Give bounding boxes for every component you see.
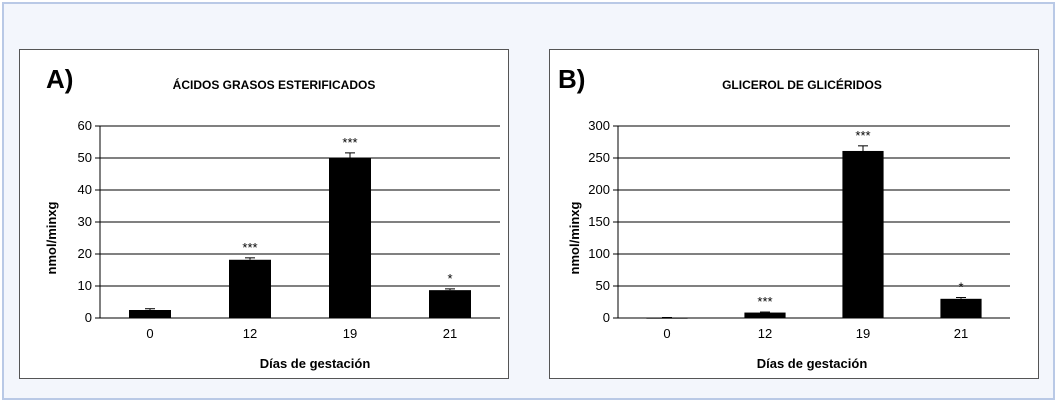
y-tick-label-a-0: 0: [85, 310, 92, 325]
y-tick-label-a-1: 10: [78, 278, 92, 293]
panel-label-a: A): [46, 64, 73, 94]
bar-b-12: [744, 312, 786, 318]
figure-frame: A) ÁCIDOS GRASOS ESTERIFICADOS Días de g…: [2, 2, 1055, 400]
chart-title-a: ÁCIDOS GRASOS ESTERIFICADOS: [173, 77, 376, 92]
y-tick-label-a-6: 60: [78, 118, 92, 133]
x-tick-label-b-0: 0: [663, 326, 670, 341]
x-tick-label-a-12: 12: [243, 326, 257, 341]
bar-b-21: [940, 298, 982, 318]
y-tick-label-b-5: 250: [588, 150, 610, 165]
chart-b-svg: B) GLICEROL DE GLICÉRIDOS Días de gestac…: [558, 64, 1010, 371]
significance-a-21: *: [447, 271, 452, 286]
y-tick-label-a-5: 50: [78, 150, 92, 165]
panel-label-b: B): [558, 64, 585, 94]
x-tick-label-b-21: 21: [954, 326, 968, 341]
y-tick-label-b-6: 300: [588, 118, 610, 133]
x-tick-label-b-19: 19: [856, 326, 870, 341]
chart-panel-a: A) ÁCIDOS GRASOS ESTERIFICADOS Días de g…: [19, 49, 509, 379]
x-tick-label-a-0: 0: [146, 326, 153, 341]
significance-a-19: ***: [342, 135, 357, 150]
x-tick-label-a-21: 21: [443, 326, 457, 341]
y-tick-label-b-4: 200: [588, 182, 610, 197]
y-tick-label-a-3: 30: [78, 214, 92, 229]
y-tick-label-b-2: 100: [588, 246, 610, 261]
y-axis-label-a: nmol/minxg: [44, 201, 59, 274]
bar-b-0: [646, 317, 688, 319]
x-tick-label-a-19: 19: [343, 326, 357, 341]
y-axis-label-b: nmol/minxg: [567, 201, 582, 274]
bar-a-19: [329, 158, 371, 318]
y-tick-label-b-1: 50: [596, 278, 610, 293]
bar-a-21: [429, 290, 471, 318]
y-tick-label-a-2: 20: [78, 246, 92, 261]
x-axis-label-a: Días de gestación: [260, 356, 371, 371]
x-tick-label-b-12: 12: [758, 326, 772, 341]
bar-b-19: [842, 150, 884, 318]
y-tick-label-b-0: 0: [603, 310, 610, 325]
significance-b-21: *: [958, 280, 963, 295]
y-tick-label-b-3: 150: [588, 214, 610, 229]
chart-a-svg: A) ÁCIDOS GRASOS ESTERIFICADOS Días de g…: [44, 64, 500, 371]
bar-a-0: [129, 310, 171, 318]
y-tick-label-a-4: 40: [78, 182, 92, 197]
x-axis-label-b: Días de gestación: [757, 356, 868, 371]
significance-b-12: ***: [757, 294, 772, 309]
bar-a-12: [229, 259, 271, 318]
significance-b-19: ***: [855, 128, 870, 143]
chart-title-b: GLICEROL DE GLICÉRIDOS: [722, 77, 882, 92]
chart-panel-b: B) GLICEROL DE GLICÉRIDOS Días de gestac…: [549, 49, 1039, 379]
significance-a-12: ***: [242, 240, 257, 255]
